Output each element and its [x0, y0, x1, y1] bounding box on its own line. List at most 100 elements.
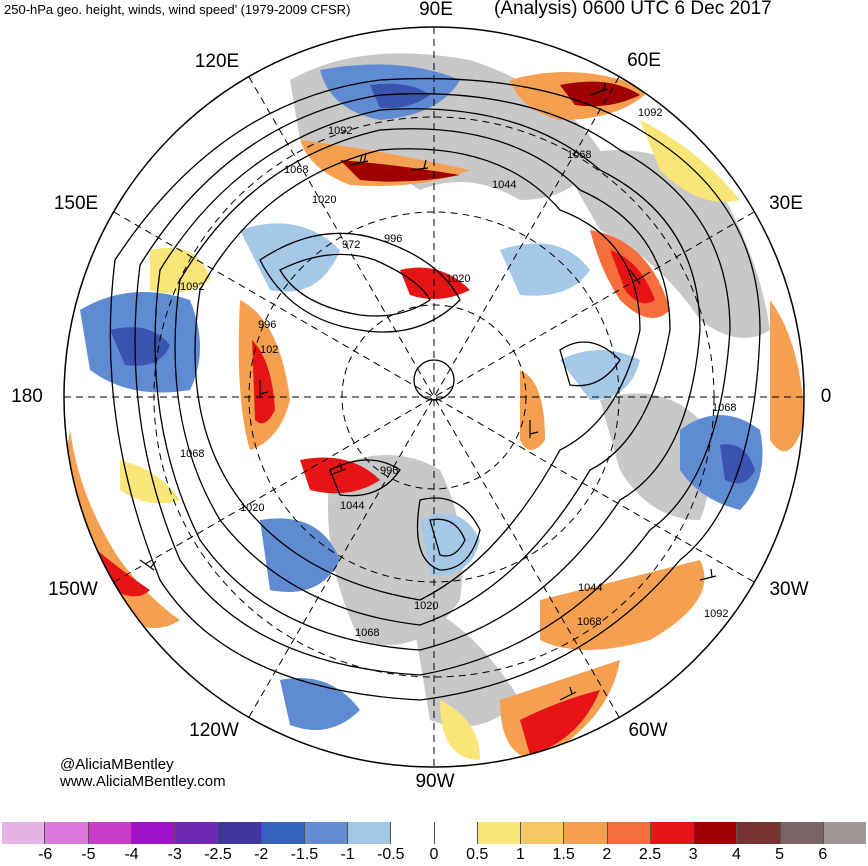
credit-handle: @AliciaMBentley [60, 756, 174, 773]
colorbar-tick-label: -3 [167, 846, 182, 863]
colorbar-swatch [477, 822, 521, 844]
weak-positive [440, 700, 480, 760]
colorbar-swatch [607, 822, 651, 844]
contour-label: 1068 [712, 402, 736, 414]
jet-streak [540, 560, 705, 650]
lon-label-180: 180 [11, 386, 43, 407]
contour-label: 1068 [180, 448, 204, 460]
colorbar-tick-label: 3 [688, 846, 698, 863]
lon-label-120w: 120W [189, 720, 239, 741]
jet-streak [85, 540, 150, 597]
colorbar-swatch [391, 822, 435, 844]
contour-label: 102 [260, 344, 278, 356]
jet-streak [520, 370, 545, 450]
contour-label: 1092 [180, 281, 204, 293]
contour-label: 1068 [284, 164, 308, 176]
negative-anomaly [280, 678, 360, 730]
colorbar-swatch [521, 822, 565, 844]
lat-lon-grid [64, 27, 804, 767]
colorbar-tick-label: 6 [818, 846, 828, 863]
jet-streak [520, 690, 600, 755]
map-title-left: 250-hPa geo. height, winds, wind speed’ … [4, 2, 351, 17]
lon-label-90e: 90E [419, 0, 453, 20]
colorbar-tick-label: -2 [254, 846, 269, 863]
jet-streak [770, 300, 804, 452]
colorbar-tick-label: 5 [775, 846, 785, 863]
jet-streak [252, 340, 275, 424]
lon-label-30e: 30E [769, 193, 803, 214]
colorbar-tick-label: -5 [81, 846, 96, 863]
colorbar-tick-label: -1.5 [290, 846, 319, 863]
colorbar-tick-label: -2.5 [204, 846, 232, 863]
colorbar [2, 822, 866, 844]
colorbar-swatch [564, 822, 608, 844]
height-contours [109, 77, 761, 701]
colorbar-swatch [175, 822, 219, 844]
lon-label-0: 0 [820, 386, 832, 407]
lon-label-150w: 150W [48, 579, 98, 600]
colorbar-tick-label: 0.5 [466, 846, 489, 863]
lon-label-30w: 30W [769, 579, 809, 600]
colorbar-tick-label: -1 [340, 846, 355, 863]
negative-anomaly [370, 83, 430, 109]
contour-label: 1068 [567, 149, 591, 161]
colorbar-swatch [694, 822, 738, 844]
colorbar-tick-label: 2.5 [638, 846, 662, 863]
contour-label: 1092 [704, 608, 728, 620]
contour-label: 996 [380, 465, 398, 477]
contour-label: 1020 [446, 273, 470, 285]
colorbar-swatch [823, 822, 866, 844]
contour-label: 1044 [340, 500, 364, 512]
colorbar-swatch [261, 822, 305, 844]
map-boundary [63, 26, 805, 768]
contour-label: 1092 [638, 107, 662, 119]
colorbar-tick-label: 1 [515, 846, 525, 863]
map-disk [64, 27, 804, 767]
contour-label: 1068 [577, 616, 601, 628]
contour-label: 1020 [414, 600, 438, 612]
lon-label-150e: 150E [53, 193, 99, 214]
lon-label-60e: 60E [627, 50, 661, 71]
colorbar-swatch [434, 822, 478, 844]
lon-label-120e: 120E [194, 51, 240, 72]
colorbar-swatch [780, 822, 824, 844]
colorbar-tick-label: -0.5 [377, 846, 405, 863]
jet-streak [300, 457, 380, 494]
negative-anomaly [260, 518, 340, 592]
contour-label: 1044 [578, 582, 602, 594]
map-title-right: (Analysis) 0600 UTC 6 Dec 2017 [494, 0, 772, 19]
contour-label: 1092 [328, 125, 352, 137]
jet-streak [560, 81, 640, 107]
colorbar-swatch [45, 822, 89, 844]
colorbar-swatch [2, 822, 46, 844]
colorbar-swatch [88, 822, 132, 844]
contour-labels: 1092 1092 1068 1068 1044 1020 972 996 10… [180, 107, 736, 639]
colorbar-tick-label: -6 [38, 846, 53, 863]
negative-anomaly [240, 223, 340, 292]
weak-positive [120, 460, 180, 504]
colorbar-tick-label: 1.5 [552, 846, 575, 863]
colorbar-tick-label: 0 [429, 846, 439, 863]
lon-label-60w: 60W [628, 720, 668, 741]
colorbar-labels: -6 -5 -4 -3 -2.5 -2 -1.5 -1 -0.5 0 0.5 1 1.5 2 2.5 3 4 5 6 [0, 846, 868, 866]
colorbar-tick-label: 4 [731, 846, 741, 863]
contour-label: 1020 [240, 502, 264, 514]
lon-label-90w: 90W [415, 771, 455, 792]
weak-positive [640, 120, 740, 202]
credit-site: www.AliciaMBentley.com [60, 773, 226, 790]
contour-label: 996 [258, 319, 276, 331]
contour-label: 1020 [312, 194, 336, 206]
negative-anomaly [500, 243, 590, 296]
colorbar-swatch [348, 822, 392, 844]
weak-positive [150, 248, 210, 294]
colorbar-tick-label: -4 [124, 846, 139, 863]
jet-streak [400, 267, 470, 299]
jet-streak [340, 160, 460, 182]
contour-label: 972 [342, 239, 360, 251]
wind-barbs [139, 82, 717, 701]
negative-anomaly [720, 444, 755, 484]
colorbar-swatch [218, 822, 262, 844]
jet-streak [610, 250, 655, 304]
colorbar-swatch [737, 822, 781, 844]
colorbar-swatch [304, 822, 348, 844]
